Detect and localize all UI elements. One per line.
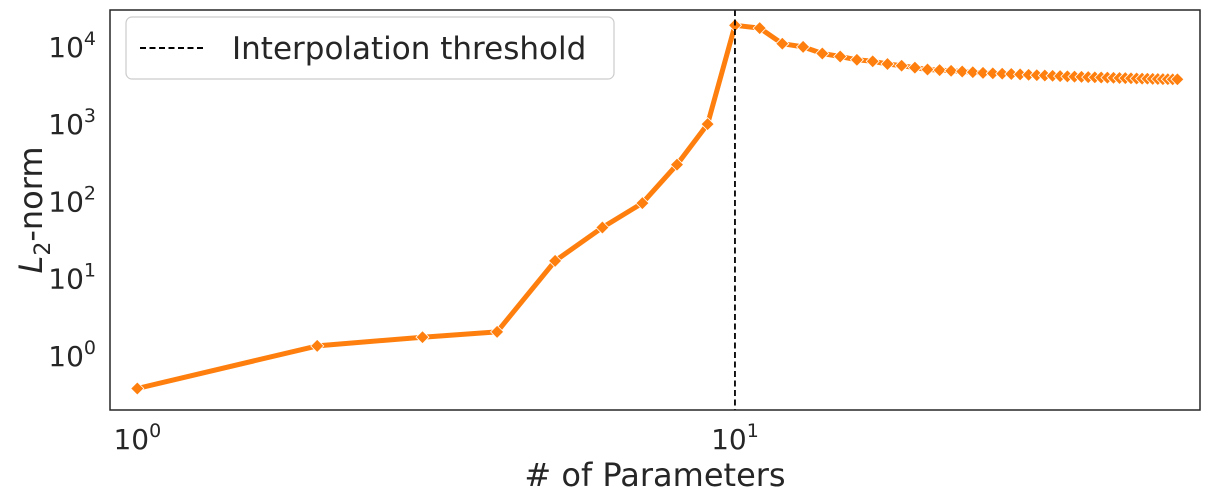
data-point-0-2 [415,330,430,345]
data-point-0-8 [700,117,715,132]
data-point-0-20 [920,62,935,77]
data-point-0-14 [833,49,848,64]
y-axis-label: L2-norm [12,147,56,274]
data-point-0-25 [975,65,991,80]
y-tick-label-2: 102 [48,182,96,218]
y-tick-exp-0: 0 [84,337,96,359]
data-point-0-21 [932,63,947,78]
y-axis-label-rest: -norm [12,147,50,242]
data-point-0-6 [635,196,650,211]
legend-label: Interpolation threshold [232,31,586,67]
x-tick-label-1: 101 [711,420,759,456]
y-tick-label-1: 101 [48,260,96,296]
y-tick-label-0: 100 [48,337,96,373]
legend: Interpolation threshold [125,16,615,80]
x-tick-label-0: 100 [113,420,161,456]
y-tick-exp-1: 1 [84,260,96,282]
series-layer [130,18,1185,396]
data-point-0-0 [130,381,145,396]
x-axis-label: # of Parameters [524,456,785,494]
data-point-0-1 [310,338,325,353]
y-axis-label-sub: 2 [31,242,56,256]
y-tick-base-0: 10 [48,340,84,373]
data-point-0-16 [865,54,880,69]
data-point-0-10 [752,21,767,36]
data-point-0-22 [944,63,959,78]
data-point-0-23 [955,64,970,79]
x-tick-exp-1: 1 [747,420,759,442]
data-point-0-26 [985,66,1000,81]
data-point-0-17 [880,56,895,72]
data-point-0-12 [796,39,811,54]
data-point-0-24 [965,65,980,80]
data-point-0-3 [490,324,505,339]
data-point-0-13 [815,46,830,61]
data-point-0-15 [849,52,864,67]
data-point-0-54 [1170,72,1185,87]
data-point-0-11 [775,36,790,51]
y-tick-label-3: 103 [48,105,96,141]
y-tick-label-4: 104 [48,28,96,64]
plot-frame [109,9,1201,411]
x-tick-exp-0: 0 [149,420,161,442]
data-point-0-7 [669,157,685,172]
data-point-0-19 [907,60,922,75]
data-point-0-5 [595,220,610,235]
y-tick-base-4: 10 [48,31,84,64]
y-tick-exp-3: 3 [84,105,96,127]
legend-box [125,16,615,80]
y-tick-exp-2: 2 [84,182,96,204]
data-point-0-27 [995,66,1010,81]
y-tick-base-3: 10 [48,108,84,141]
x-tick-base-1: 10 [711,423,747,456]
y-tick-base-2: 10 [48,185,84,218]
y-tick-base-1: 10 [48,263,84,296]
data-point-0-18 [894,58,909,73]
x-tick-base-0: 10 [113,423,149,456]
y-tick-exp-4: 4 [84,28,96,50]
y-axis-label-main: L [12,256,50,274]
data-point-0-4 [548,253,563,268]
